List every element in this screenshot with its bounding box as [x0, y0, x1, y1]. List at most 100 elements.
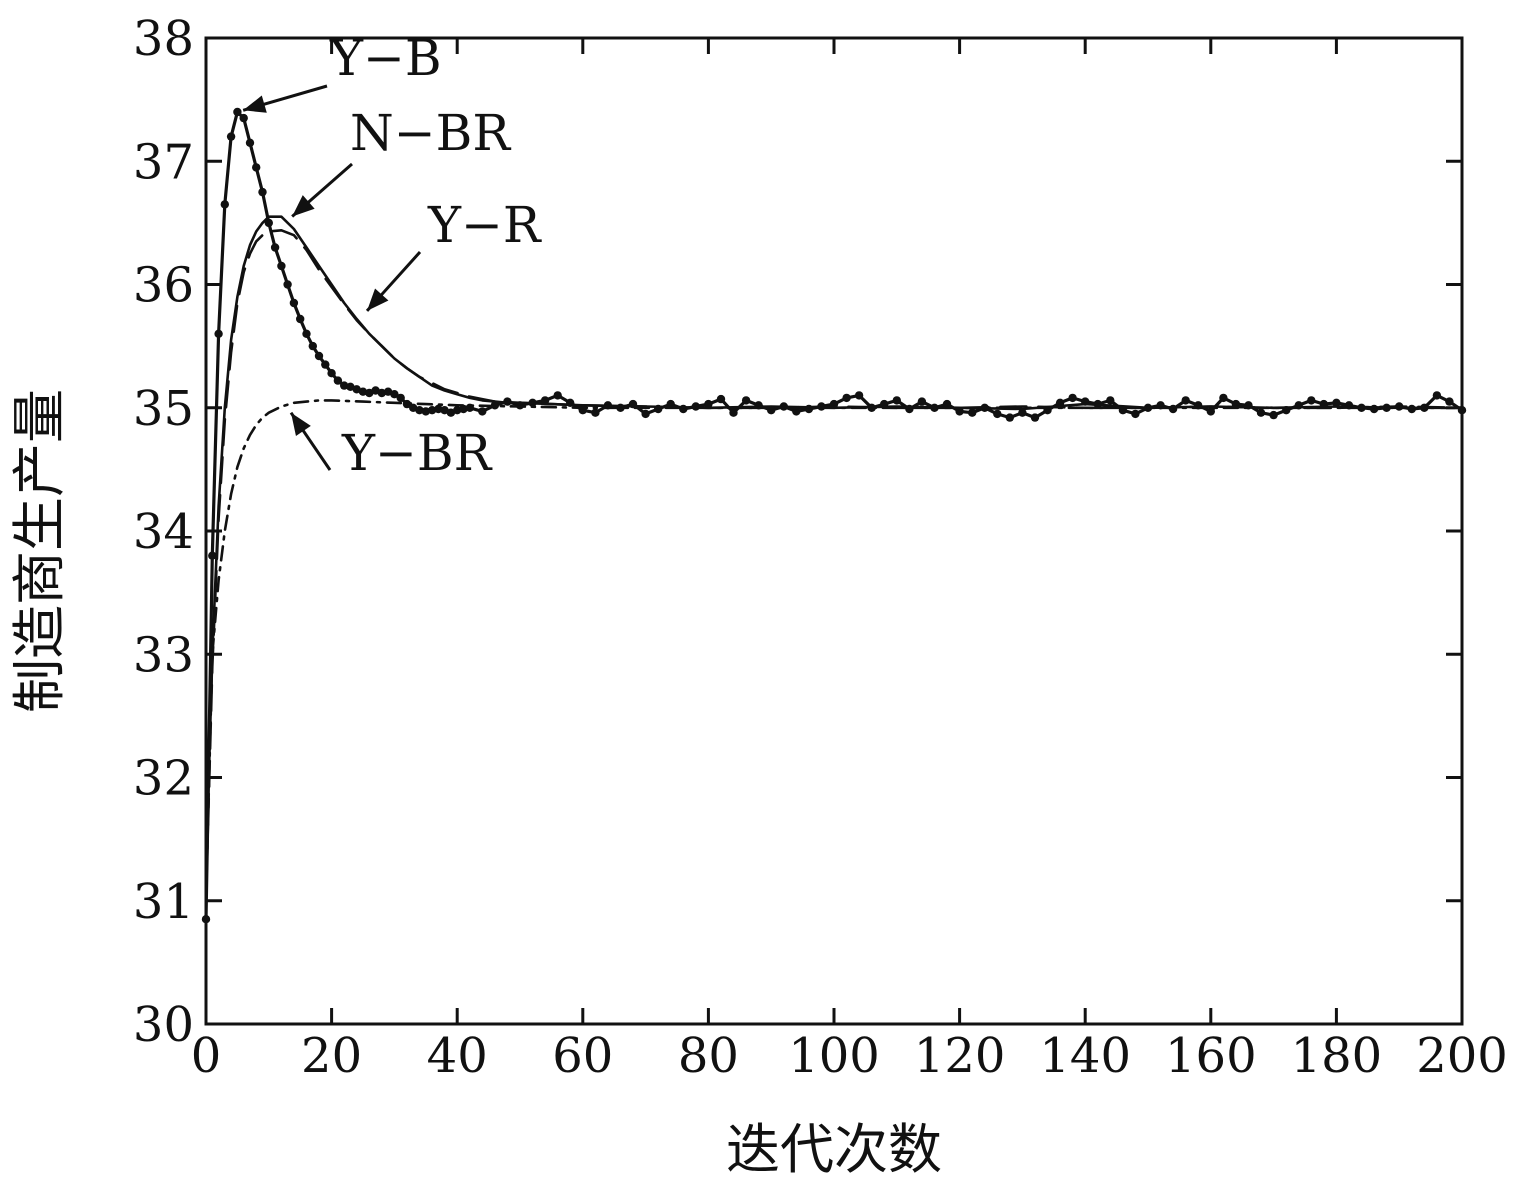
series-point — [427, 406, 437, 415]
series-point — [283, 280, 292, 289]
series-point — [1005, 413, 1014, 422]
series-point — [264, 218, 273, 228]
y-tick-label: 35 — [133, 381, 194, 437]
series-point — [208, 551, 217, 560]
tick-labels: 0 20 40 60 80 100 120 140 160 180 200 30 31 32 33 34 35 3… — [133, 11, 1508, 1084]
y-tick-label: 34 — [133, 504, 194, 560]
series-point — [854, 391, 864, 400]
series-point — [396, 393, 405, 403]
series-point — [842, 393, 851, 403]
series-point — [1219, 393, 1228, 403]
series-point — [390, 390, 399, 399]
series-point — [553, 391, 562, 400]
series-line-0 — [204, 110, 1464, 921]
series-point — [1030, 413, 1040, 422]
annotations: Y−B N−BR Y−R Y−BR — [242, 29, 542, 482]
series-point — [226, 132, 236, 141]
series-point — [792, 407, 801, 416]
series-point — [352, 385, 361, 394]
x-tick-label: 200 — [1416, 1028, 1508, 1084]
series-point — [258, 187, 267, 197]
annotation-arrowhead — [367, 288, 389, 311]
series-point — [377, 388, 386, 398]
series-point — [383, 387, 393, 396]
x-tick-label: 20 — [301, 1028, 362, 1084]
series-point — [358, 387, 368, 396]
x-tick-label: 180 — [1291, 1028, 1383, 1084]
series-point — [446, 408, 456, 417]
series-point — [296, 314, 305, 324]
annotation-arrowhead — [243, 95, 267, 113]
series-point — [365, 388, 374, 398]
plot-frame — [204, 36, 1464, 1026]
x-tick-label: 100 — [788, 1028, 880, 1084]
series-point — [321, 360, 330, 369]
y-axis-title: 制造商生产量 — [8, 389, 71, 713]
series-point — [459, 404, 468, 414]
series-point — [1332, 398, 1341, 407]
series-label: Y−BR — [341, 424, 493, 482]
series-point — [333, 376, 343, 385]
series-point — [233, 107, 242, 117]
annotation-arrowhead — [292, 195, 315, 217]
x-tick-label: 0 — [191, 1028, 222, 1084]
series-point — [704, 399, 713, 409]
series-point — [289, 298, 299, 308]
series-point — [741, 396, 751, 405]
x-tick-label: 60 — [552, 1028, 613, 1084]
series-point — [641, 409, 650, 419]
y-tick-label: 38 — [133, 11, 194, 67]
series-line-2 — [204, 229, 1464, 903]
series-point — [1307, 396, 1316, 405]
series-line-3 — [204, 399, 1464, 903]
series-point — [1206, 407, 1216, 416]
x-tick-label: 120 — [914, 1028, 1006, 1084]
x-tick-label: 140 — [1039, 1028, 1131, 1084]
series-point — [214, 329, 223, 338]
series-point — [993, 409, 1002, 419]
series-point — [1181, 396, 1190, 405]
series-layer — [201, 107, 1467, 924]
series-point — [302, 329, 311, 338]
series-point — [239, 113, 248, 123]
x-axis-title: 迭代次数 — [726, 1118, 942, 1181]
y-tick-label: 31 — [133, 874, 194, 930]
series-point — [409, 403, 418, 412]
series-point — [308, 341, 317, 351]
series-point — [716, 394, 726, 404]
series-point — [270, 243, 280, 252]
series-point — [327, 369, 336, 378]
x-tick-label: 40 — [427, 1028, 488, 1084]
y-tick-label: 30 — [133, 997, 194, 1053]
x-tick-label: 160 — [1165, 1028, 1257, 1084]
series-point — [1018, 408, 1027, 417]
y-tick-label: 32 — [133, 751, 194, 807]
series-point — [591, 408, 600, 417]
series-point — [968, 408, 977, 417]
y-tick-label: 33 — [133, 627, 194, 683]
series-point — [892, 396, 901, 405]
annotation-arrowhead — [291, 412, 311, 436]
series-point — [1269, 410, 1278, 420]
series-point — [220, 200, 229, 209]
series-point — [252, 163, 261, 172]
series-point — [1068, 393, 1077, 403]
series-line-1 — [204, 215, 1464, 878]
y-tick-label: 37 — [133, 134, 194, 190]
series-point — [1106, 396, 1115, 405]
series-point — [1432, 391, 1442, 400]
series-point — [478, 407, 487, 416]
series-point — [955, 407, 964, 416]
series-point — [314, 351, 324, 361]
axis-ticks — [204, 36, 1464, 1026]
series-point — [440, 406, 449, 415]
series-label: Y−R — [427, 196, 542, 254]
y-tick-label: 36 — [133, 258, 194, 314]
series-point — [277, 261, 286, 271]
x-tick-label: 80 — [678, 1028, 739, 1084]
series-point — [415, 406, 424, 415]
series-point — [346, 382, 355, 391]
series-point — [421, 407, 430, 416]
series-point — [917, 397, 927, 406]
